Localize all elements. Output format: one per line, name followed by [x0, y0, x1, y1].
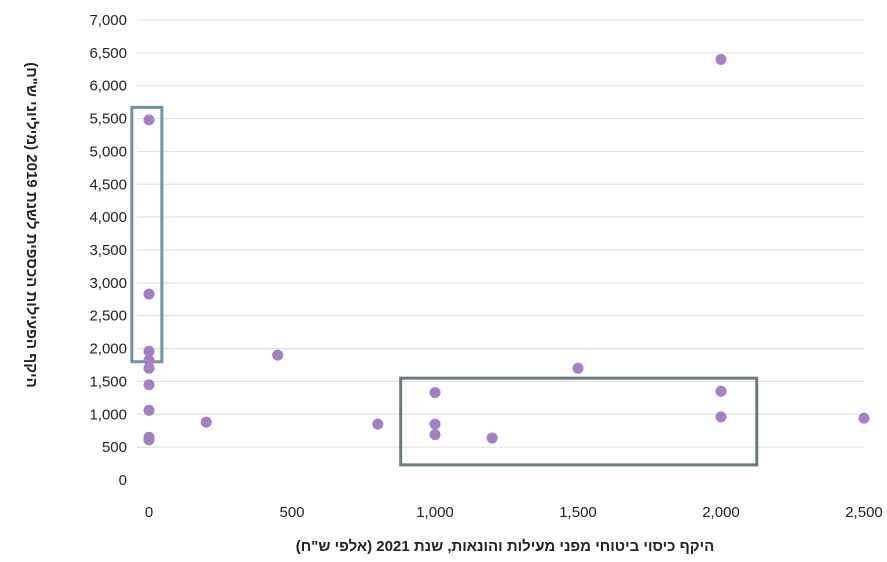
y-tick-label: 4,500: [89, 176, 127, 193]
data-point: [143, 434, 155, 446]
x-tick-label: 1,000: [416, 504, 454, 521]
y-tick-label: 7,000: [89, 12, 127, 29]
y-tick-label: 2,000: [89, 341, 127, 358]
y-tick-label: 6,500: [89, 45, 127, 62]
x-axis-title: היקף כיסוי ביטוחי מפני מעילות והונאות, ש…: [296, 538, 714, 555]
y-tick-label: 500: [102, 439, 127, 456]
data-point: [715, 53, 727, 65]
y-axis-title: היקף הפעילות הכספית לשנת 2019 (מיליוני ש…: [23, 62, 40, 388]
y-tick-label: 2,500: [89, 308, 127, 325]
data-point: [143, 404, 155, 416]
highlight-boxes: [130, 105, 759, 467]
x-tick-label: 2,500: [845, 504, 883, 521]
data-point: [272, 349, 284, 361]
x-tick-label: 2,000: [702, 504, 740, 521]
y-tick-label: 5,000: [89, 143, 127, 160]
data-point: [143, 114, 155, 126]
y-tick-label: 1,500: [89, 373, 127, 390]
data-point: [200, 416, 212, 428]
data-point: [143, 345, 155, 357]
y-tick-label: 3,000: [89, 275, 127, 292]
data-point: [715, 385, 727, 397]
highlight-box: [399, 376, 759, 467]
data-point: [858, 412, 870, 424]
y-tick-label: 5,500: [89, 111, 127, 128]
y-tick-label: 6,000: [89, 78, 127, 95]
y-tick-label: 3,500: [89, 242, 127, 259]
data-point: [572, 362, 584, 374]
data-point: [429, 387, 441, 399]
x-tick-label: 500: [279, 504, 304, 521]
y-tick-label: 1,000: [89, 406, 127, 423]
y-tick-label: 4,000: [89, 209, 127, 226]
data-point: [486, 432, 498, 444]
highlight-box: [130, 105, 164, 364]
data-point: [715, 411, 727, 423]
gridlines: [137, 19, 864, 448]
data-point: [143, 354, 155, 366]
data-point: [429, 418, 441, 430]
data-points: [143, 53, 870, 446]
y-tick-label: 0: [119, 472, 127, 489]
x-tick-labels: 0 500 1,000 1,500 2,000 2,500: [145, 504, 883, 521]
data-point: [143, 288, 155, 300]
y-tick-labels: 0 500 1,000 1,500 2,000 2,500 3,000 3,500 4,000 4…: [89, 12, 127, 489]
data-point: [143, 362, 155, 374]
x-tick-label: 1,500: [559, 504, 597, 521]
data-point: [143, 379, 155, 391]
x-tick-label: 0: [145, 504, 153, 521]
data-point: [429, 429, 441, 441]
data-point: [372, 418, 384, 430]
